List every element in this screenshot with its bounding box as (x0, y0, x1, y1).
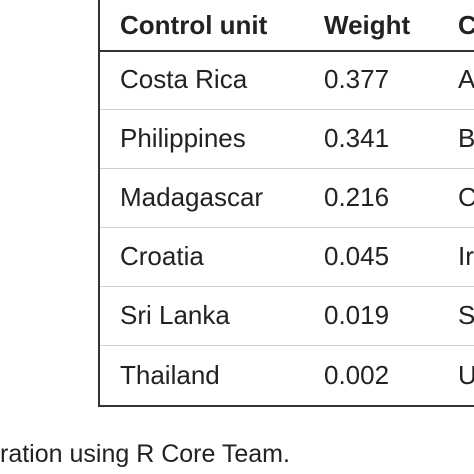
cell-third-column: C (458, 182, 474, 212)
cell-weight: 0.377 (324, 64, 390, 94)
header-weight: Weight (324, 9, 411, 40)
weights-table: Control unit Weight C Costa Rica 0.377 A… (98, 0, 474, 407)
cell-weight: 0.019 (324, 300, 390, 330)
cell-third-column: U (458, 359, 474, 390)
header-third-column: C (458, 9, 474, 40)
cell-control-unit: Costa Rica (120, 64, 248, 94)
cell-control-unit: Sri Lanka (120, 300, 230, 330)
cell-third-column: S (458, 300, 474, 330)
cell-weight: 0.216 (324, 182, 390, 212)
table-row: Croatia 0.045 Ir (100, 227, 474, 287)
cell-third-column: B (458, 123, 474, 153)
cell-control-unit: Madagascar (120, 182, 264, 212)
cell-third-column: A (458, 64, 474, 94)
cell-weight: 0.045 (324, 241, 390, 271)
cell-weight: 0.002 (324, 359, 390, 390)
cell-control-unit: Thailand (120, 359, 220, 390)
table-header-row: Control unit Weight C (100, 0, 474, 52)
table-left-border (98, 0, 100, 407)
cell-control-unit: Philippines (120, 123, 246, 153)
table-row: Philippines 0.341 B (100, 109, 474, 169)
table-row: Sri Lanka 0.019 S (100, 286, 474, 346)
cell-weight: 0.341 (324, 123, 390, 153)
cell-control-unit: Croatia (120, 241, 204, 271)
header-control-unit: Control unit (120, 9, 268, 40)
table-bottom-border (98, 405, 474, 407)
table-row: Costa Rica 0.377 A (100, 50, 474, 110)
table-row: Thailand 0.002 U (100, 345, 474, 405)
cell-third-column: Ir (458, 241, 474, 271)
table-row: Madagascar 0.216 C (100, 168, 474, 228)
table-caption: ration using R Core Team. (0, 440, 290, 468)
